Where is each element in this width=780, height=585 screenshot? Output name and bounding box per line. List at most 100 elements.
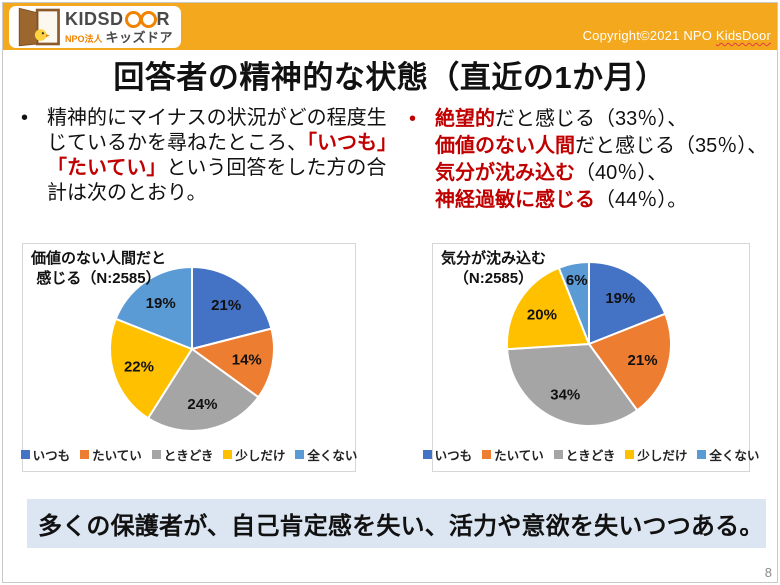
chart-title-line: 感じる（N:2585） — [36, 269, 161, 287]
legend-item: たいてい — [482, 445, 544, 464]
bullet-right-text: 絶望的だと感じる（33％）、 価値のない人間だと感じる（35％）、 気分が沈み込… — [435, 106, 767, 214]
legend-item: 全くない — [295, 445, 357, 464]
chart-title-line: 気分が沈み込む — [441, 250, 547, 267]
pie-data-label: 14% — [232, 352, 262, 369]
legend-swatch-icon — [295, 450, 305, 459]
logo-brand-start: KIDSD — [65, 9, 124, 29]
pie-data-label: 20% — [527, 306, 557, 323]
legend-label: ときどき — [163, 449, 214, 463]
pie-slice-2 — [147, 348, 260, 432]
legend-item: 少しだけ — [625, 445, 687, 464]
legend-swatch-icon — [20, 450, 30, 459]
legend-label: いつも — [434, 449, 473, 463]
legend-item: ときどき — [151, 445, 214, 464]
pie-chart-worthless: 価値のない人間だと 感じる（N:2585） 21% 14% 24% 22% 19% いつも た… — [20, 243, 357, 472]
stat-nervous-rest: （44％）。 — [595, 189, 688, 211]
legend-item: 少しだけ — [223, 445, 285, 464]
pie-slice-3 — [506, 266, 590, 351]
chart-legend: いつも たいてい ときどき 少しだけ 全くない — [20, 445, 357, 464]
chart-title-line: 価値のない人間だと — [31, 250, 167, 267]
conclusion-banner: 多くの保護者が、自己肯定感を失い、活力や意欲を失いつつある。 — [27, 499, 766, 548]
legend-label: ときどき — [565, 449, 616, 463]
stat-nervous: 神経過敏に感じる — [435, 189, 595, 211]
pie-icon: 21% 14% 24% 22% 19% — [109, 266, 275, 432]
logo-o-ring-icon — [124, 10, 142, 28]
legend-item: ときどき — [553, 445, 616, 464]
legend-label: 全くない — [307, 449, 358, 463]
stat-hopeless: 絶望的 — [435, 108, 495, 130]
pie-data-label: 22% — [124, 358, 154, 375]
legend-label: 少しだけ — [637, 449, 688, 463]
bullet-left: • 精神的にマイナスの状況がどの程度生じているかを尋ねたところ、「いつも」「たい… — [18, 106, 400, 206]
page-title: 回答者の精神的な状態（直近の1か月） — [113, 60, 667, 95]
stat-worthless: 価値のない人間 — [435, 135, 575, 157]
logo-brand-end: R — [156, 9, 171, 29]
legend-swatch-icon — [553, 450, 563, 459]
logo-sub-name: キッズドア — [105, 30, 174, 45]
chick-icon — [34, 29, 47, 41]
logo-sub-prefix: NPO法人 — [65, 34, 103, 44]
logo-brand: KIDSD R — [65, 10, 173, 28]
pie-icon: 19% 21% 34% 20% 6% — [506, 261, 672, 427]
legend-item: 全くない — [697, 445, 759, 464]
chart-title: 価値のない人間だと 感じる（N:2585） — [31, 249, 166, 288]
pie-data-label: 19% — [605, 290, 635, 307]
pie-data-label: 21% — [628, 352, 658, 369]
stat-worthless-rest: だと感じる（35％）、 — [575, 135, 768, 157]
legend-label: たいてい — [494, 449, 544, 463]
legend-swatch-icon — [80, 450, 90, 459]
legend-item: いつも — [20, 445, 71, 464]
bullet-right: • 絶望的だと感じる（33％）、 価値のない人間だと感じる（35％）、 気分が沈… — [406, 106, 777, 214]
bullet-marker: • — [21, 107, 29, 129]
pie-data-label: 24% — [187, 396, 217, 413]
legend-label: 全くない — [709, 449, 760, 463]
legend-swatch-icon — [697, 450, 707, 459]
pie-slice-3 — [109, 317, 193, 420]
logo-subline: NPO法人 キッズドア — [65, 31, 173, 44]
copyright-text: Copyright©2021 NPO KidsDoor — [583, 28, 771, 43]
pie-slice-1 — [191, 327, 275, 399]
pie-slice-2 — [506, 343, 639, 427]
pie-slice-0 — [191, 266, 273, 350]
stat-hopeless-rest: だと感じる（33％）、 — [495, 108, 688, 130]
legend-swatch-icon — [151, 450, 161, 459]
pie-slice-4 — [557, 261, 590, 345]
legend-swatch-icon — [482, 450, 492, 459]
open-door-icon — [18, 7, 60, 47]
chart-title-line: （N:2585） — [453, 269, 534, 287]
bullet-marker: • — [409, 108, 417, 130]
copyright-prefix: Copyright©2021 NPO — [582, 28, 716, 43]
bullet-left-seg3: という回答をした方の合計は次のとおり。 — [47, 157, 387, 204]
legend-swatch-icon — [223, 450, 233, 459]
legend-label: いつも — [32, 449, 71, 463]
pie-chart-depressed: 気分が沈み込む （N:2585） 19% 21% 34% 20% 6% いつも たいてい ときど… — [422, 243, 759, 472]
pie-data-label: 19% — [146, 295, 176, 312]
stat-depressed-rest: （40％）、 — [575, 162, 668, 184]
bullet-left-seg1: 精神的にマイナスの状況がどの程度生じているかを尋ねたところ、 — [47, 107, 387, 154]
pie-data-label: 6% — [566, 272, 588, 289]
header-band: KIDSD R NPO法人 キッズドア Copyright©2021 NPO K… — [3, 3, 777, 50]
bullet-left-emphasis: 「いつも」「たいてい」 — [47, 132, 397, 179]
chart-legend: いつも たいてい ときどき 少しだけ 全くない — [422, 445, 759, 464]
pie-slice-4 — [114, 266, 193, 350]
stat-depressed: 気分が沈み込む — [435, 162, 575, 184]
pie-data-label: 34% — [550, 387, 580, 404]
legend-label: たいてい — [92, 449, 142, 463]
copyright-link[interactable]: KidsDoor — [715, 28, 771, 43]
kidsdoor-logo: KIDSD R NPO法人 キッズドア — [9, 6, 181, 48]
pie-data-label: 21% — [211, 297, 241, 314]
legend-item: いつも — [422, 445, 473, 464]
logo-text: KIDSD R NPO法人 キッズドア — [65, 10, 173, 44]
page-number: 8 — [764, 565, 772, 580]
pie-slice-1 — [588, 312, 672, 412]
legend-item: たいてい — [80, 445, 142, 464]
legend-swatch-icon — [625, 450, 635, 459]
pie-slice-0 — [588, 261, 667, 345]
bullet-left-text: 精神的にマイナスの状況がどの程度生じているかを尋ねたところ、「いつも」「たいてい… — [47, 106, 400, 206]
legend-swatch-icon — [422, 450, 432, 459]
chart-title: 気分が沈み込む （N:2585） — [441, 249, 546, 288]
conclusion-text: 多くの保護者が、自己肯定感を失い、活力や意欲を失いつつある。 — [38, 513, 764, 540]
logo-o-ring-icon — [139, 10, 157, 28]
legend-label: 少しだけ — [235, 449, 286, 463]
